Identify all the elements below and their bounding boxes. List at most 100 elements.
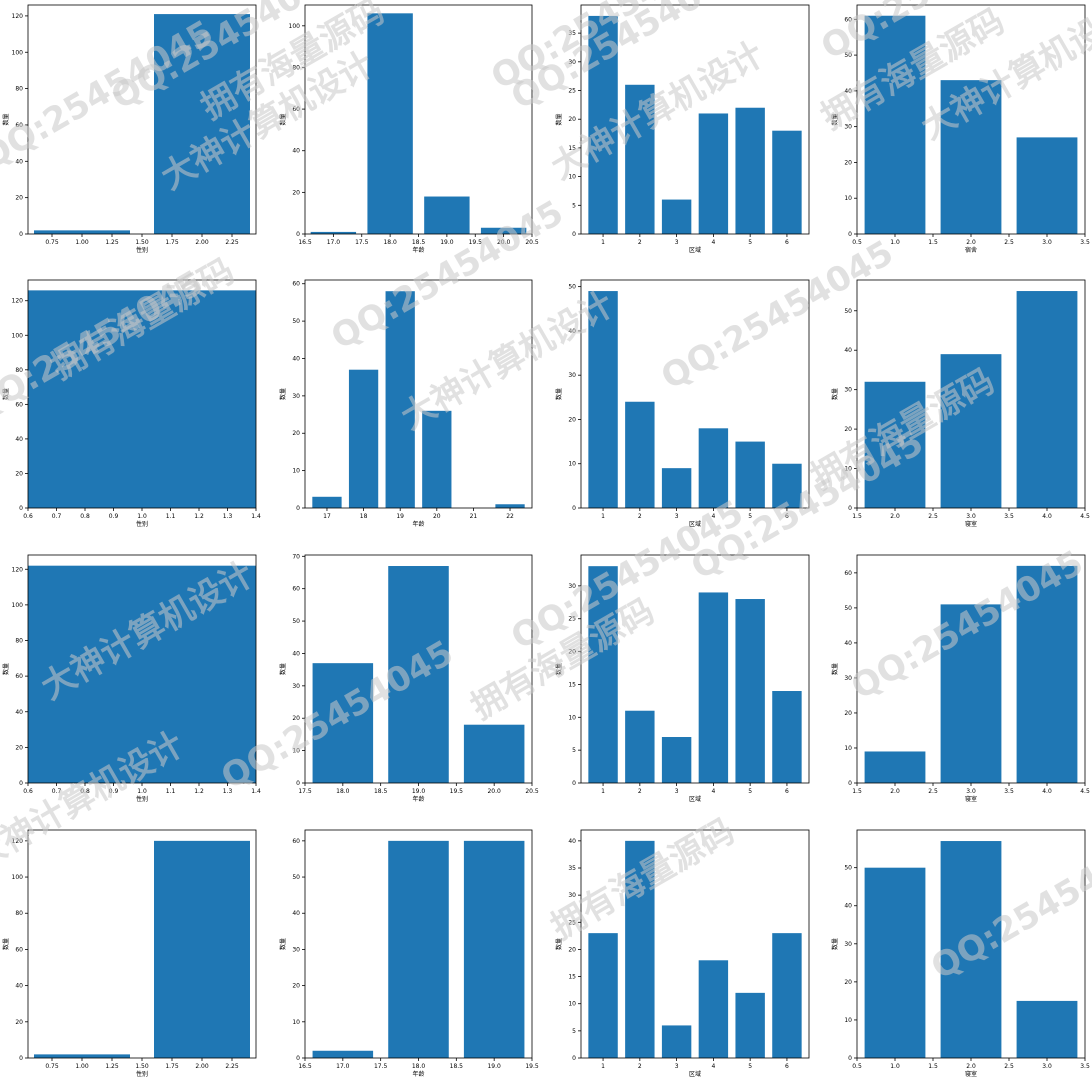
x-tick-label: 3.0 <box>966 788 976 795</box>
y-tick-label: 120 <box>12 298 24 305</box>
y-tick-label: 40 <box>844 347 852 354</box>
x-tick-label: 4.0 <box>1042 788 1052 795</box>
bar <box>422 411 451 508</box>
x-tick-label: 19.5 <box>469 239 483 246</box>
y-tick-label: 25 <box>568 919 576 926</box>
y-tick-label: 0 <box>848 505 852 512</box>
y-tick-label: 20 <box>15 744 23 751</box>
y-tick-label: 50 <box>844 605 852 612</box>
x-tick-label: 1.75 <box>165 239 179 246</box>
x-tick-label: 18.0 <box>336 788 350 795</box>
bar <box>662 200 691 234</box>
y-tick-label: 120 <box>12 838 24 845</box>
x-tick-label: 5 <box>748 788 752 795</box>
y-tick-label: 0 <box>19 1055 23 1062</box>
x-tick-label: 3.5 <box>1080 1063 1090 1070</box>
x-tick-label: 1.5 <box>928 1063 938 1070</box>
x-tick-label: 18.0 <box>412 1063 426 1070</box>
y-tick-label: 60 <box>844 16 852 23</box>
y-tick-label: 0 <box>848 1055 852 1062</box>
x-tick-label: 1.75 <box>165 1063 179 1070</box>
x-axis-label: 年龄 <box>412 1070 424 1078</box>
y-tick-label: 35 <box>568 865 576 872</box>
x-tick-label: 1.50 <box>135 239 149 246</box>
bar <box>495 504 524 508</box>
x-tick-label: 0.7 <box>52 513 62 520</box>
y-axis-label: 数量 <box>2 388 10 400</box>
bar <box>386 291 415 508</box>
x-tick-label: 3.0 <box>1042 1063 1052 1070</box>
x-tick-label: 20.0 <box>497 239 511 246</box>
bar <box>941 841 1002 1058</box>
x-tick-label: 18.5 <box>450 1063 464 1070</box>
y-tick-label: 40 <box>292 910 300 917</box>
x-tick-label: 19.0 <box>440 239 454 246</box>
y-tick-label: 20 <box>844 426 852 433</box>
y-axis-label: 数量 <box>279 663 287 675</box>
y-tick-label: 20 <box>568 416 576 423</box>
bar <box>662 1025 691 1058</box>
x-tick-label: 18.0 <box>383 239 397 246</box>
x-axis-label: 宿舍 <box>965 246 977 254</box>
bar <box>464 725 525 783</box>
y-tick-label: 0 <box>572 1055 576 1062</box>
x-tick-label: 4 <box>711 1063 715 1070</box>
x-tick-label: 0.6 <box>23 788 33 795</box>
x-tick-label: 1.1 <box>166 788 176 795</box>
y-tick-label: 0 <box>572 505 576 512</box>
bar <box>464 841 525 1058</box>
y-tick-label: 60 <box>292 838 300 845</box>
bar <box>34 230 130 234</box>
y-tick-label: 60 <box>15 673 23 680</box>
x-tick-label: 0.5 <box>852 239 862 246</box>
y-tick-label: 30 <box>844 941 852 948</box>
bar <box>735 993 764 1058</box>
x-tick-label: 6 <box>785 513 789 520</box>
x-tick-label: 18 <box>360 513 368 520</box>
x-tick-label: 2.0 <box>890 788 900 795</box>
y-tick-label: 50 <box>844 308 852 315</box>
x-tick-label: 17.0 <box>336 1063 350 1070</box>
x-tick-label: 0.75 <box>45 239 59 246</box>
x-tick-label: 19.0 <box>412 788 426 795</box>
bar <box>349 370 378 508</box>
x-tick-label: 19.5 <box>450 788 464 795</box>
x-tick-label: 4 <box>711 513 715 520</box>
bar <box>312 497 341 508</box>
bar <box>941 80 1002 234</box>
x-tick-label: 19.0 <box>487 1063 501 1070</box>
y-tick-label: 50 <box>568 284 576 291</box>
bar <box>699 960 728 1058</box>
y-tick-label: 20 <box>844 710 852 717</box>
x-axis-label: 区域 <box>689 1070 701 1078</box>
y-tick-label: 50 <box>844 865 852 872</box>
bar <box>1017 566 1078 783</box>
y-tick-label: 25 <box>568 616 576 623</box>
bar <box>865 382 926 508</box>
y-tick-label: 10 <box>292 748 300 755</box>
x-tick-label: 20.5 <box>525 239 539 246</box>
x-tick-label: 20 <box>433 513 441 520</box>
y-tick-label: 40 <box>844 640 852 647</box>
y-tick-label: 15 <box>568 681 576 688</box>
y-tick-label: 40 <box>844 88 852 95</box>
y-axis-label: 数量 <box>555 113 563 125</box>
x-tick-label: 5 <box>748 239 752 246</box>
y-tick-label: 0 <box>296 780 300 787</box>
x-tick-label: 4 <box>711 788 715 795</box>
x-tick-label: 17.5 <box>355 239 369 246</box>
y-tick-label: 20 <box>568 946 576 953</box>
x-tick-label: 1.0 <box>137 513 147 520</box>
y-tick-label: 15 <box>568 974 576 981</box>
x-tick-label: 18.5 <box>412 239 426 246</box>
x-tick-label: 2.5 <box>1004 239 1014 246</box>
x-tick-label: 4 <box>711 239 715 246</box>
bar <box>941 354 1002 508</box>
y-axis-label: 数量 <box>279 113 287 125</box>
y-tick-label: 120 <box>12 566 24 573</box>
y-tick-label: 50 <box>292 618 300 625</box>
